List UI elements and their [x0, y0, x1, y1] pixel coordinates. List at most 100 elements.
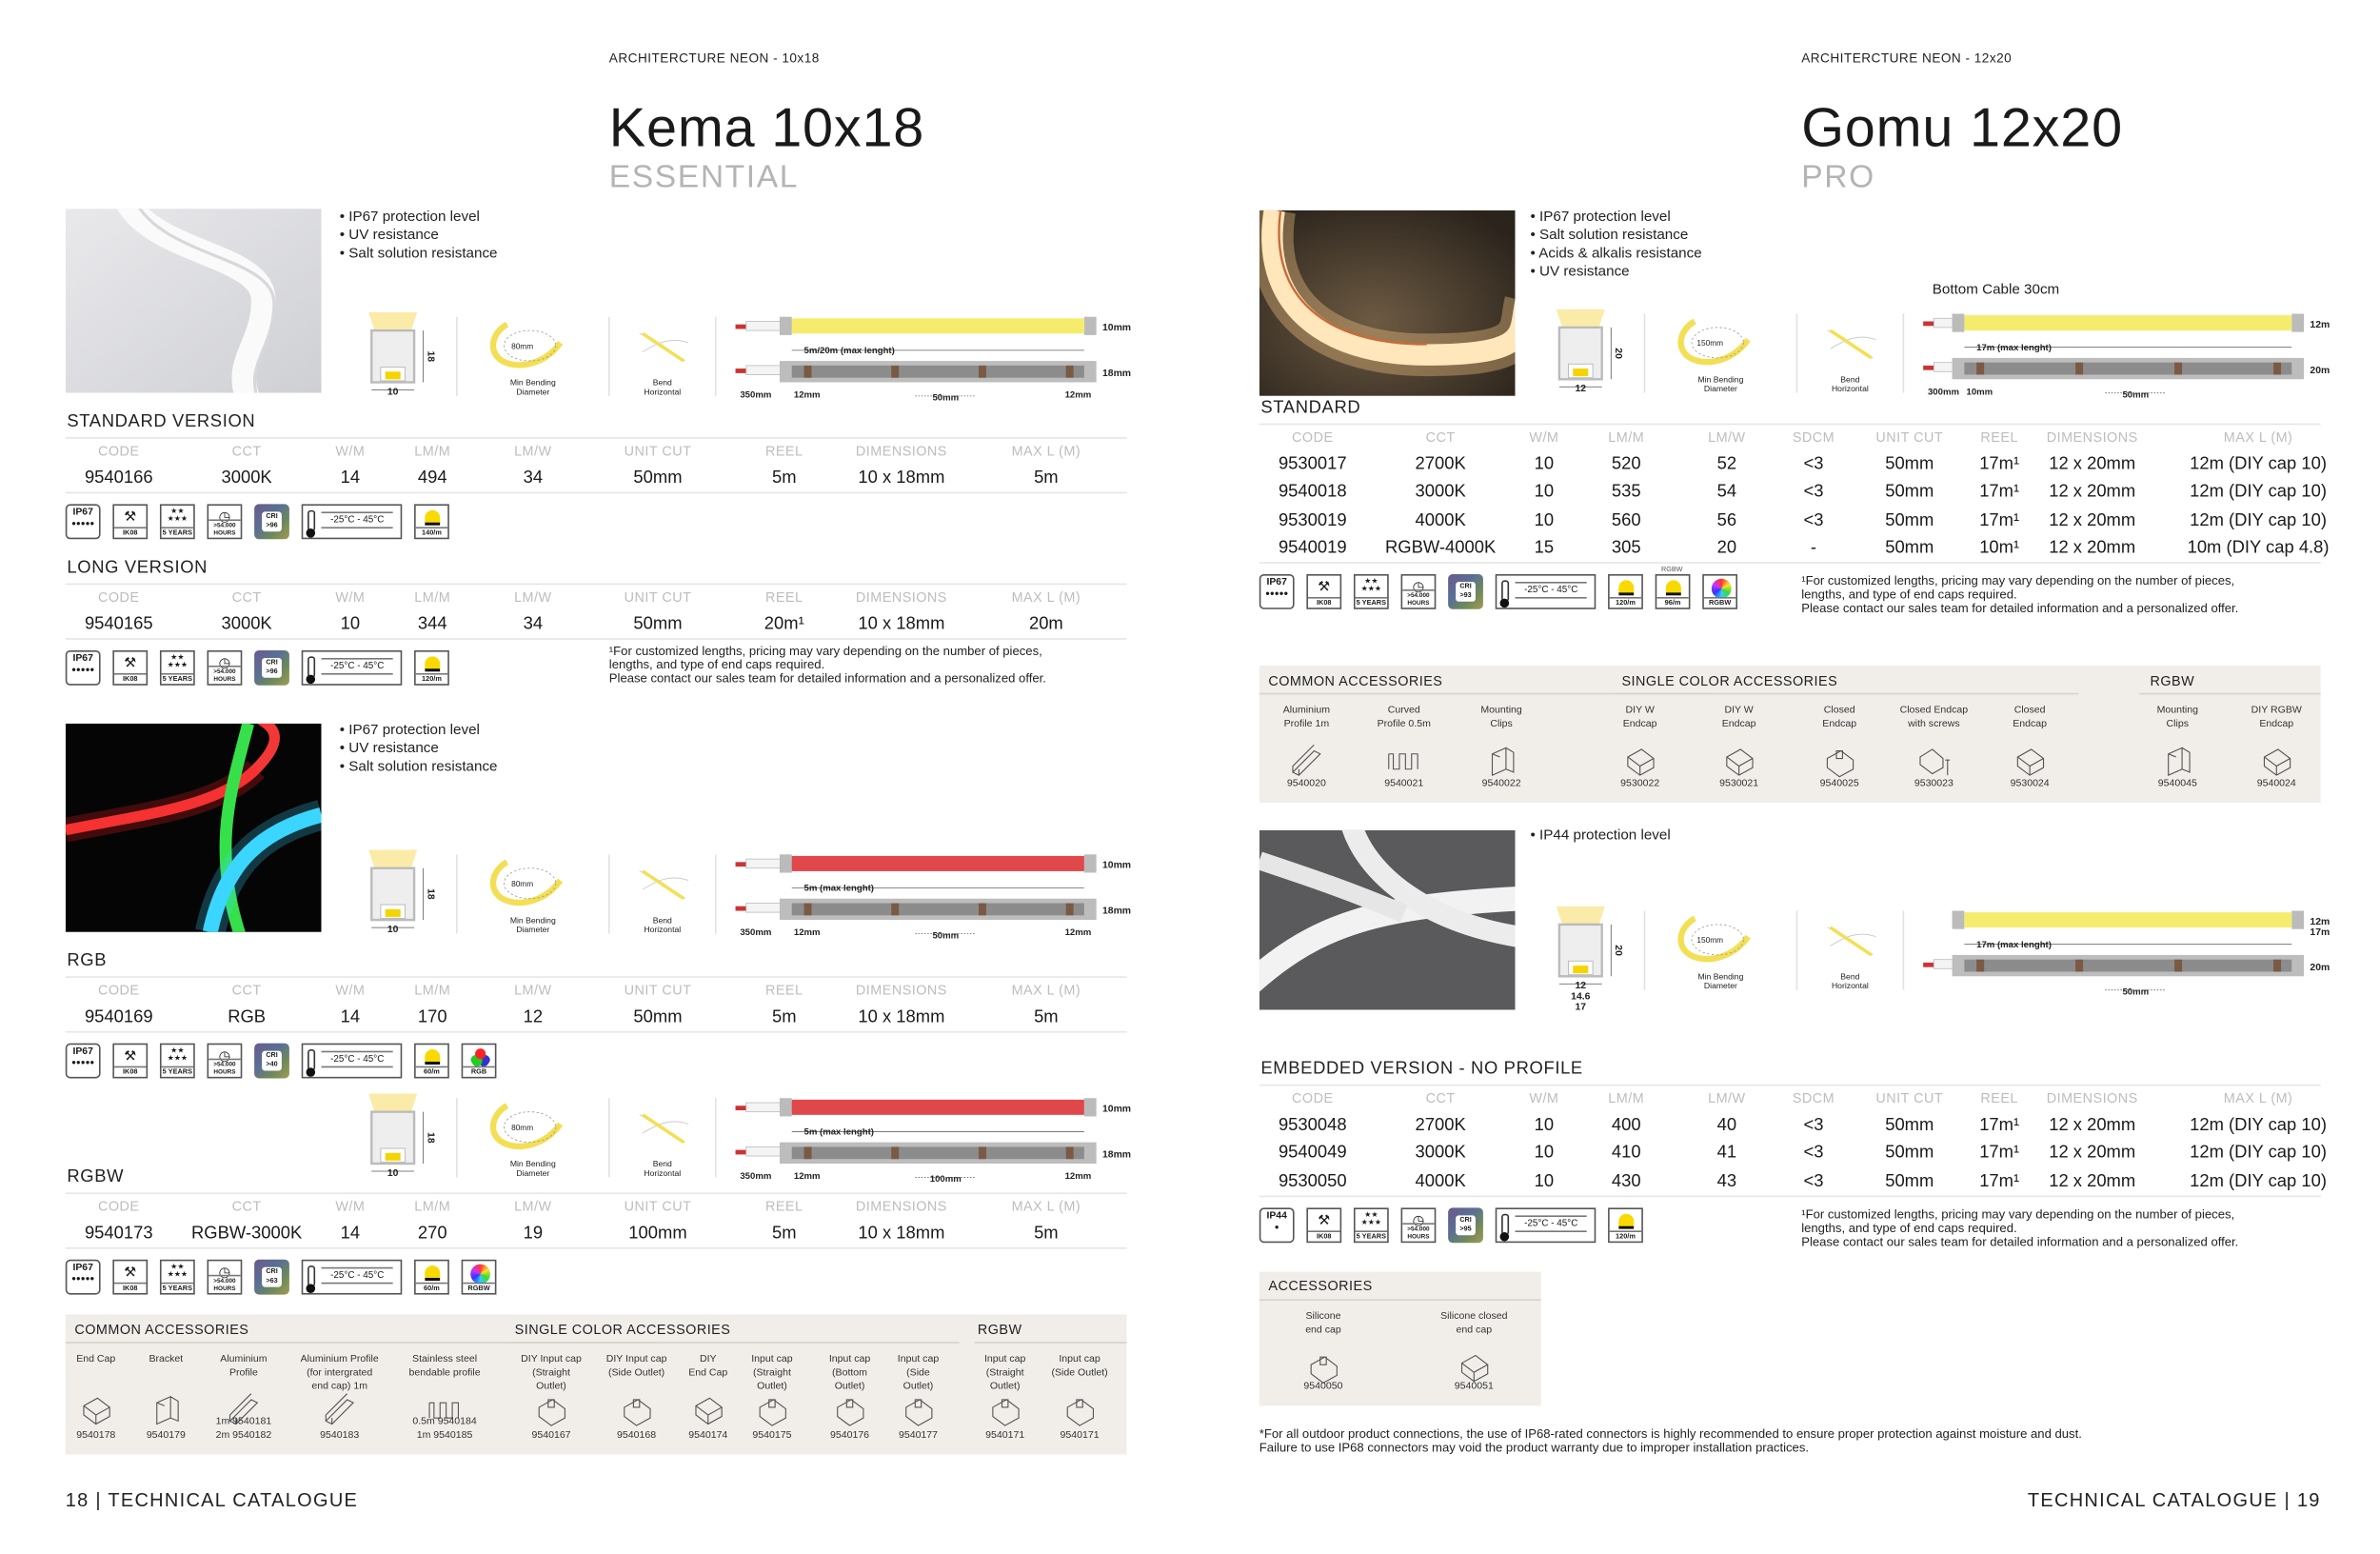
table-cell: 14: [340, 468, 361, 488]
bend-diameter-label: 80mm: [511, 879, 533, 888]
ip-rating-label: IP67: [1266, 577, 1287, 588]
table-cell: <3: [1803, 455, 1824, 474]
bullet-dot: •: [339, 740, 349, 757]
footnote: Please contact our sales team for detail…: [1801, 1234, 2239, 1248]
thermometer-bulb: [306, 1284, 316, 1293]
cri-badge: CRI >63: [262, 1266, 282, 1287]
hammer-icon: ⚒: [124, 1264, 137, 1280]
leds-icon: 120/m: [1608, 573, 1643, 609]
profile-width-label: 10: [387, 387, 399, 397]
strip-dimension-drawing: 10mm 5m (max lenght) 18mm 350mm 12mm 50mm 12mm: [735, 854, 1131, 941]
footnote: ¹For customized lengths, pricing may var…: [608, 644, 1042, 658]
accessory-name: Aluminium Profile (for intergrated end c…: [300, 1353, 379, 1392]
strip-height-label: 18mm: [1102, 906, 1131, 917]
table-cell: 430: [1611, 1171, 1641, 1191]
warranty-icon: ★★ ★★★ 5 YEARS: [159, 504, 195, 540]
profile-height-label: 18: [425, 1132, 435, 1144]
bullet-dot: •: [339, 758, 349, 776]
ip-icon: IP67 ●●●●●: [65, 1259, 101, 1295]
table-cell: 50mm: [1885, 1144, 1934, 1163]
table-cell: 5m: [771, 1007, 797, 1027]
leds-icon: 140/m: [414, 504, 449, 540]
accessory-code: 9540171: [985, 1429, 1025, 1441]
icon-caption: 120/m: [1609, 1229, 1642, 1239]
column-header: UNIT CUT: [624, 982, 692, 998]
footnote: Please contact our sales team for detail…: [1801, 601, 2239, 615]
table-cell: 50mm: [1885, 455, 1934, 474]
section-label: RGB: [67, 951, 108, 970]
max-length-label: 5m/20m (max lenght): [804, 346, 895, 356]
accessory-name: DIY W Endcap: [1721, 705, 1756, 730]
profile-accessory-icon: [227, 1393, 260, 1435]
bullet-dot: •: [1530, 827, 1540, 845]
product-code: 9540049: [1278, 1144, 1347, 1163]
endcap-length-label: 12mm: [794, 1171, 821, 1182]
accessory-name: DIY End Cap: [688, 1353, 728, 1379]
column-header: CCT: [231, 443, 262, 459]
accessory-group-title: ACCESSORIES: [1268, 1277, 1373, 1293]
table-cell: <3: [1803, 1171, 1824, 1191]
bullet-dot: •: [339, 227, 349, 244]
column-header: LM/W: [514, 982, 552, 998]
endcap-length-label: 12mm: [794, 389, 821, 400]
section-label: EMBEDDED VERSION - NO PROFILE: [1260, 1060, 1583, 1079]
cut-pitch-label: 50mm: [2122, 389, 2149, 400]
cap-accessory-icon: [1722, 745, 1755, 786]
feature-text: IP67 protection level: [1539, 209, 1671, 226]
column-header: DIMENSIONS: [855, 1198, 947, 1214]
table-bottom-rule: [1259, 562, 2321, 564]
strip-dimension-drawing: 12mm 17m (max lenght) 20mm 300mm 10mm 50mm: [1923, 313, 2338, 400]
temp-icon: -25°C - 45°C: [1495, 1206, 1597, 1243]
feature-item: • IP44 protection level: [1530, 827, 1670, 846]
table-cell: 17m¹: [1979, 1171, 2020, 1191]
cap-accessory-icon: [1623, 745, 1656, 786]
cri-value: >63: [266, 1276, 278, 1285]
profile-width-label: 10: [387, 1168, 399, 1179]
cut-pitch-label: 50mm: [932, 393, 959, 404]
table-cell: 20m: [1028, 615, 1063, 634]
input-accessory-icon: [1823, 745, 1856, 786]
table-cell: 50mm: [1885, 539, 1934, 558]
cap-accessory-icon: [1458, 1351, 1491, 1392]
temperature-range: -25°C - 45°C: [321, 657, 394, 675]
thermometer-bulb: [306, 674, 316, 685]
table-bottom-rule: [65, 491, 1127, 494]
accessory-name: Input cap (Side Outlet): [1051, 1353, 1108, 1379]
profile-cross-section: 12 20 14.617: [1556, 906, 1623, 1012]
profile-width-label: 12: [1576, 384, 1587, 394]
table-cell: 4000K: [1415, 1171, 1466, 1191]
technical-drawing: 12 20 150mm Min Bending Diameter Bend Horizont…: [1553, 309, 2338, 424]
column-header: CCT: [1425, 429, 1456, 446]
accessory-code: 9540024: [2256, 777, 2296, 788]
table-cell: 12 x 20mm: [2049, 1116, 2136, 1135]
icon-caption: 120/m: [1609, 596, 1642, 607]
profile-width-label: 12: [1576, 981, 1587, 991]
technical-drawing: 10 18 80mm Min Bending Diameter Bend Horizonta…: [366, 1093, 1142, 1207]
column-header: LM/W: [1708, 1090, 1746, 1106]
bend-diameter-label: 150mm: [1696, 338, 1723, 348]
accessory-code: 9540183: [320, 1429, 360, 1441]
icon-caption: >54.000 HOURS: [1402, 1222, 1435, 1239]
accessory-code: 9540021: [1384, 777, 1424, 788]
thermometer-bulb: [306, 1067, 316, 1077]
feature-item: • Salt solution resistance: [340, 759, 498, 777]
feature-text: IP44 protection level: [1539, 827, 1671, 845]
stars-icon: ★★ ★★★: [167, 1262, 188, 1280]
feature-item: • IP67 protection level: [340, 722, 480, 740]
accessories-panel: [65, 1314, 1127, 1455]
column-header: W/M: [335, 589, 366, 606]
warranty-icon: ★★ ★★★ 5 YEARS: [159, 1259, 195, 1295]
product-code: 9540018: [1278, 483, 1347, 502]
accessory-name: Mounting Clips: [2156, 705, 2198, 730]
feature-item: • Acids & alkalis resistance: [1530, 246, 1701, 264]
water-drops-icon: ●●●●●: [71, 519, 95, 529]
profile-accessory-icon: [323, 1393, 356, 1435]
bullet-dot: •: [1530, 209, 1540, 226]
cri-value: >96: [266, 521, 278, 529]
table-bottom-rule: [65, 1246, 1127, 1249]
table-cell: 50mm: [1885, 1171, 1934, 1191]
column-header: REEL: [764, 982, 803, 998]
table-cell: 10 x 18mm: [858, 1224, 945, 1244]
